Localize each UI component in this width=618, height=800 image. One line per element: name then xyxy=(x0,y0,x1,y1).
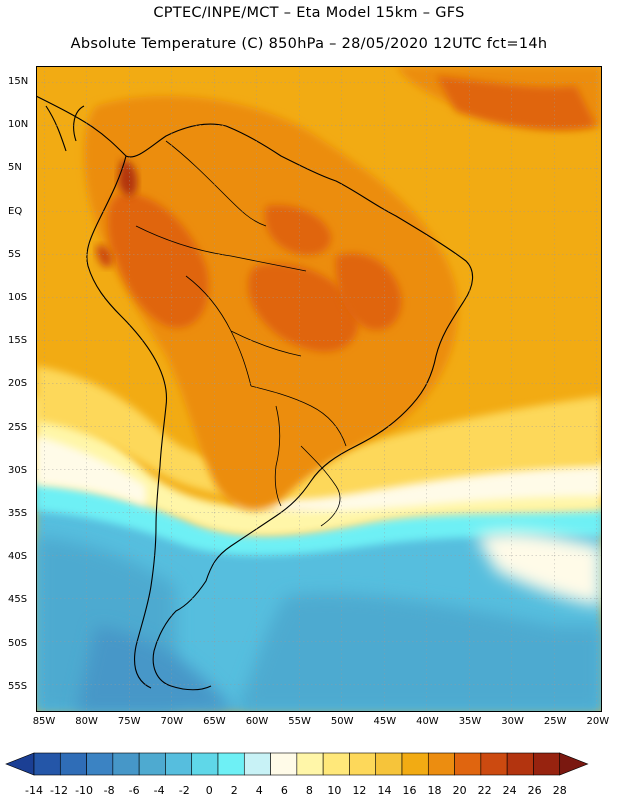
colorbar-tick-label: 14 xyxy=(377,784,391,797)
colorbar-swatches xyxy=(5,752,589,776)
colorbar-tick-label: 4 xyxy=(256,784,263,797)
lat-label: 15N xyxy=(8,76,29,87)
map-border xyxy=(36,66,602,712)
lat-label: 5S xyxy=(8,248,21,260)
colorbar-tick-label: 26 xyxy=(528,784,542,797)
lon-label: 70W xyxy=(160,716,184,727)
lon-label: 40W xyxy=(416,716,439,727)
colorbar-tick-label: -8 xyxy=(104,784,115,797)
colorbar-tick-label: 2 xyxy=(231,784,238,797)
colorbar: -14 -12 -10 -8 -6 -4 -2 0 2 4 6 8 10 12 14 16 18 20 22 24 26… xyxy=(5,752,589,797)
colorbar-swatch xyxy=(138,752,166,776)
temperature-map xyxy=(36,66,602,712)
colorbar-swatch xyxy=(165,752,193,776)
lon-label: 50W xyxy=(330,716,354,727)
map-subtitle: Absolute Temperature (C) 850hPa – 28/05/… xyxy=(70,36,548,52)
lon-label: 75W xyxy=(117,716,141,727)
colorbar-tick-label: -6 xyxy=(129,784,140,797)
colorbar-tick-label: 22 xyxy=(478,784,492,797)
map-title: CPTEC/INPE/MCT – Eta Model 15km – GFS xyxy=(153,5,465,21)
lat-label: 10S xyxy=(8,292,28,303)
colorbar-tick-label: 10 xyxy=(327,784,341,797)
colorbar-swatch xyxy=(33,752,61,776)
colorbar-swatch xyxy=(191,752,219,776)
lat-label: 55S xyxy=(8,680,28,692)
colorbar-tick-label: 8 xyxy=(306,784,313,797)
colorbar-tick-label: 16 xyxy=(403,784,417,797)
colorbar-swatch xyxy=(243,752,271,776)
colorbar-swatch xyxy=(375,752,403,776)
lon-label: 30W xyxy=(501,716,524,727)
lat-label: 15S xyxy=(8,335,28,347)
colorbar-swatch xyxy=(427,752,455,776)
lon-label: 20W xyxy=(586,716,610,727)
colorbar-low-arrow xyxy=(5,752,35,776)
lat-label: 50S xyxy=(8,637,28,649)
colorbar-tick-label: -14 xyxy=(25,784,43,797)
colorbar-swatch xyxy=(296,752,324,776)
colorbar-tick-label: 0 xyxy=(206,784,213,797)
lat-label: EQ xyxy=(8,205,23,217)
colorbar-swatch xyxy=(322,752,350,776)
lat-label: 35S xyxy=(8,508,28,519)
colorbar-swatch xyxy=(506,752,534,776)
colorbar-tick-label: 20 xyxy=(453,784,467,797)
lat-label: 45S xyxy=(8,594,28,606)
lon-label: 35W xyxy=(458,716,482,727)
colorbar-tick-labels: -14 -12 -10 -8 -6 -4 -2 0 2 4 6 8 10 12 14 16 18 20 22 24 26… xyxy=(25,784,567,797)
colorbar-swatch xyxy=(59,752,87,776)
lat-label: 10N xyxy=(8,119,29,131)
colorbar-swatch xyxy=(454,752,482,776)
colorbar-swatch xyxy=(480,752,508,776)
lat-label: 20S xyxy=(8,378,28,390)
colorbar-swatch xyxy=(270,752,298,776)
colorbar-tick-label: 28 xyxy=(553,784,567,797)
colorbar-tick-label: 18 xyxy=(428,784,442,797)
lon-label: 25W xyxy=(543,716,567,727)
colorbar-swatch xyxy=(349,752,377,776)
lat-label: 5N xyxy=(8,162,22,174)
lon-label: 85W xyxy=(32,716,56,727)
lon-label: 65W xyxy=(203,716,226,727)
lat-lon-grid xyxy=(36,66,602,712)
colorbar-swatch xyxy=(86,752,114,776)
colorbar-swatch xyxy=(217,752,245,776)
colorbar-tick-label: 12 xyxy=(352,784,366,797)
colorbar-tick-label: 6 xyxy=(281,784,288,797)
colorbar-high-arrow xyxy=(559,752,589,776)
colorbar-tick-label: 24 xyxy=(503,784,517,797)
colorbar-swatch xyxy=(533,752,561,776)
lon-label: 55W xyxy=(288,716,311,727)
colorbar-tick-label: -2 xyxy=(179,784,190,797)
colorbar-swatch xyxy=(112,752,140,776)
lon-label: 60W xyxy=(245,716,269,727)
colorbar-tick-label: -4 xyxy=(154,784,165,797)
lat-label: 25S xyxy=(8,421,28,433)
lat-label: 30S xyxy=(8,464,28,476)
lat-label: 40S xyxy=(8,551,28,563)
colorbar-tick-label: -10 xyxy=(75,784,93,797)
lon-label: 45W xyxy=(373,716,397,727)
lon-label: 80W xyxy=(75,716,98,727)
colorbar-swatch xyxy=(401,752,429,776)
colorbar-tick-label: -12 xyxy=(50,784,68,797)
